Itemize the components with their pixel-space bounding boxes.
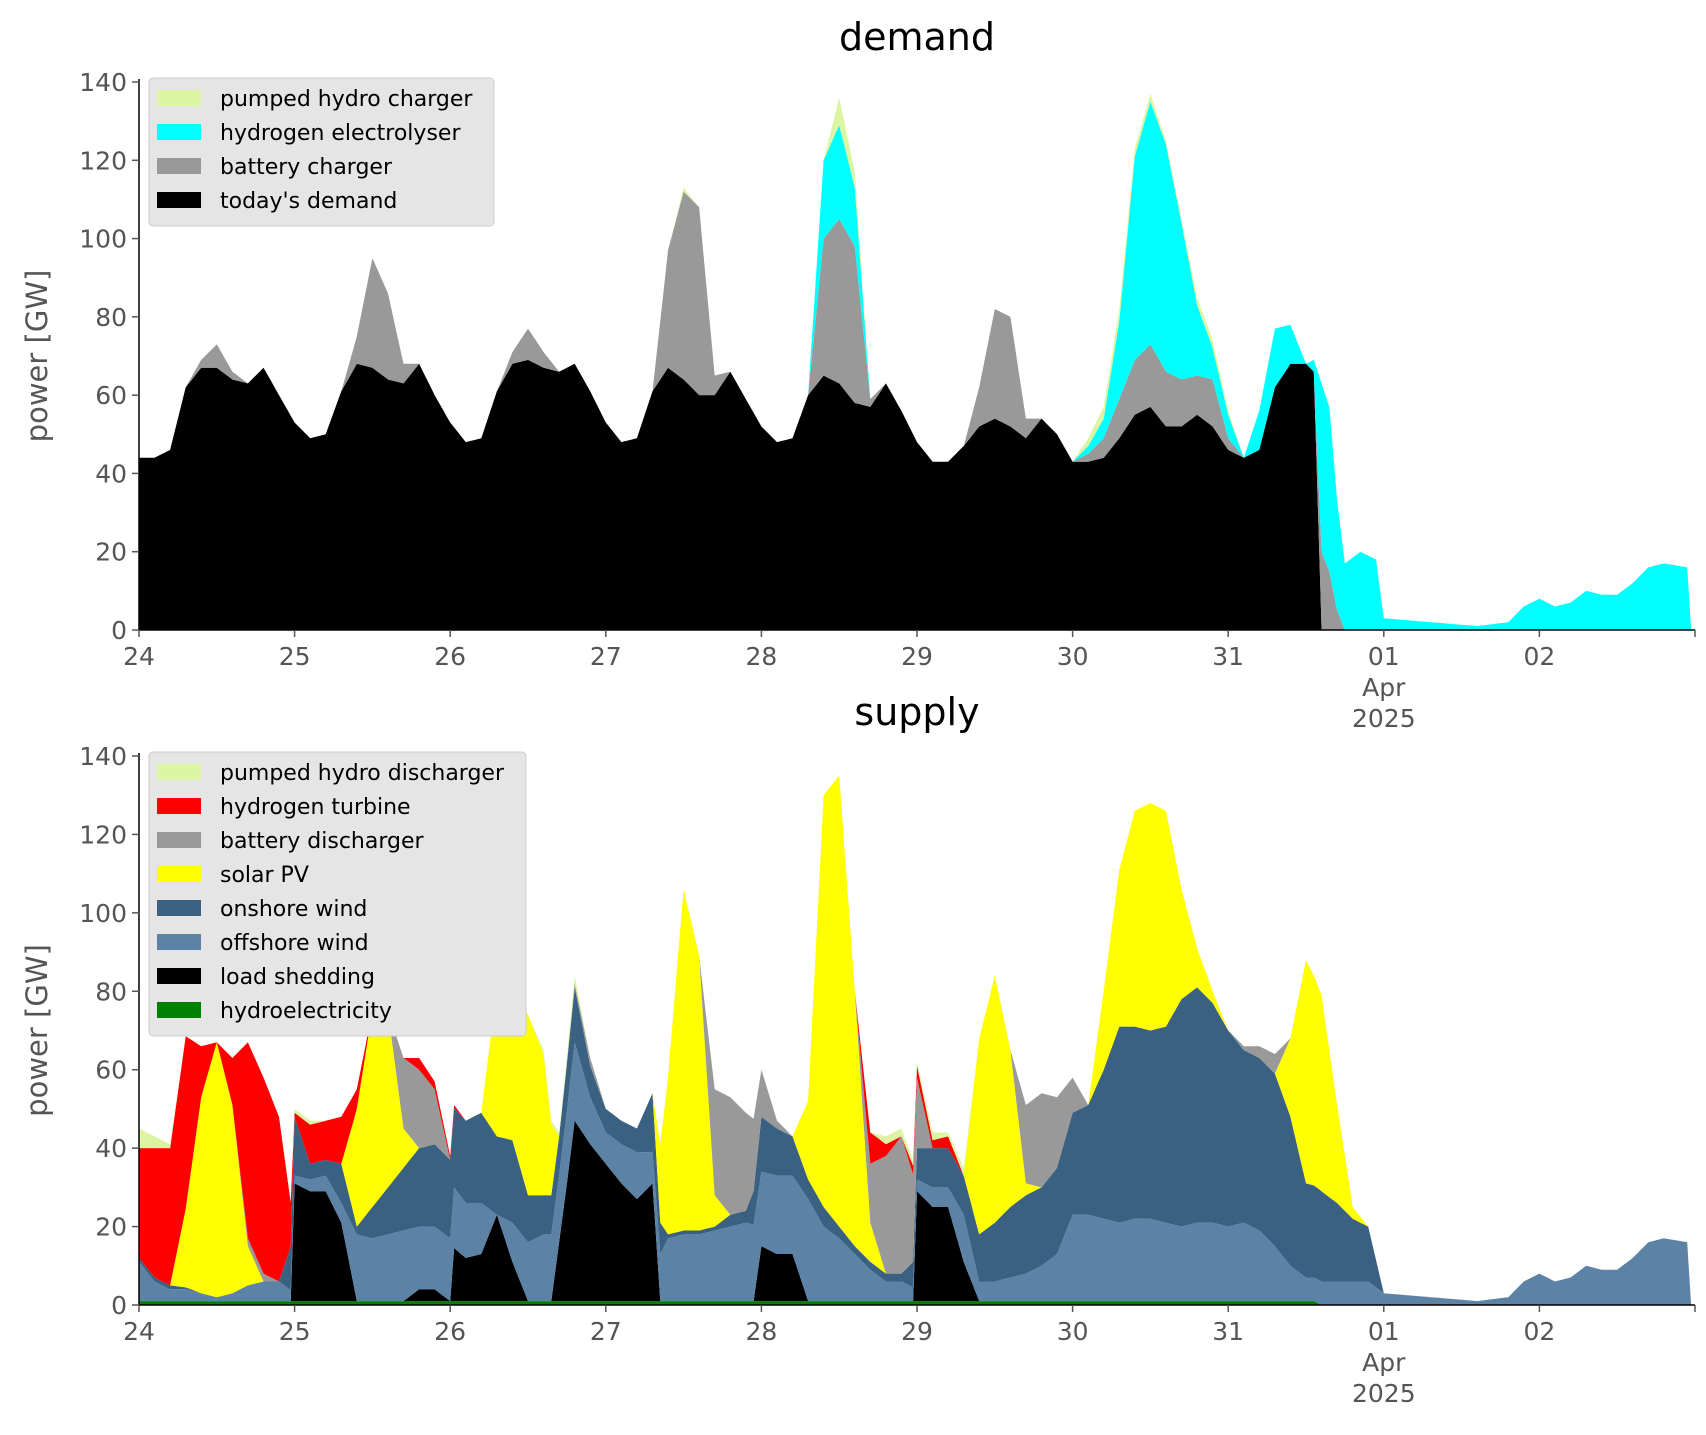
series-areas: [139, 93, 1695, 631]
y-tick-label: 20: [95, 538, 127, 567]
legend-swatch-today-s-demand: [157, 192, 201, 208]
y-tick-label: 80: [95, 977, 127, 1006]
legend-swatch-solar-pv: [157, 866, 201, 882]
x-tick-label: 02: [1523, 1317, 1555, 1346]
legend-label-load-shedding: load shedding: [220, 965, 375, 990]
x-tick-label: 29: [901, 1317, 933, 1346]
legend-label-solar-pv: solar PV: [220, 863, 309, 888]
x-tick-label-year: 2025: [1352, 1379, 1416, 1408]
y-tick-label: 140: [79, 742, 127, 771]
x-tick-label-year: 2025: [1352, 704, 1416, 733]
legend-label-battery-charger: battery charger: [220, 155, 393, 180]
series-area-today-s-demand: [139, 359, 1695, 630]
x-tick-label: 24: [123, 1317, 155, 1346]
y-tick-label: 20: [95, 1213, 127, 1242]
legend-swatch-offshore-wind: [157, 934, 201, 950]
x-tick-label: 31: [1212, 1317, 1244, 1346]
series-area-hydroelectricity: [139, 1301, 1695, 1305]
x-tick-label-month: Apr: [1362, 673, 1406, 702]
y-tick-label: 0: [111, 1291, 127, 1320]
y-tick-label: 60: [95, 1056, 127, 1085]
x-tick-label: 27: [590, 642, 622, 671]
series-area-load-shedding: [139, 1120, 1695, 1305]
legend-label-hydrogen-turbine: hydrogen turbine: [220, 795, 411, 820]
y-tick-label: 120: [79, 820, 127, 849]
x-tick-label: 01: [1368, 642, 1400, 671]
legend: pumped hydro charger hydrogen electrolyse…: [148, 77, 495, 227]
legend-label-pumped-hydro-charger: pumped hydro charger: [220, 87, 473, 112]
x-tick-label: 28: [745, 1317, 777, 1346]
legend-swatch-pumped-hydro-discharger: [157, 764, 201, 780]
legend-swatch-hydroelectricity: [157, 1002, 201, 1018]
y-axis-label: power [GW]: [20, 944, 54, 1117]
series-area-offshore-wind: [139, 1042, 1695, 1305]
legend-label-pumped-hydro-discharger: pumped hydro discharger: [220, 761, 505, 786]
x-tick-label: 02: [1523, 642, 1555, 671]
y-axis-label: power [GW]: [20, 270, 54, 443]
y-tick-label: 40: [95, 459, 127, 488]
x-tick-label: 24: [123, 642, 155, 671]
x-tick-label: 26: [434, 1317, 466, 1346]
y-tick-label: 0: [111, 616, 127, 645]
x-tick-label: 29: [901, 642, 933, 671]
chart-title: supply: [854, 690, 979, 734]
legend-box: [148, 77, 495, 227]
y-tick-label: 60: [95, 381, 127, 410]
legend-label-offshore-wind: offshore wind: [220, 931, 369, 956]
x-tick-label: 25: [279, 1317, 311, 1346]
y-tick-label: 80: [95, 303, 127, 332]
x-tick-label: 01: [1368, 1317, 1400, 1346]
series-area-solar-pv: [139, 775, 1695, 1305]
chart-title: demand: [839, 15, 995, 59]
legend-label-hydrogen-electrolyser: hydrogen electrolyser: [220, 121, 461, 146]
legend-swatch-pumped-hydro-charger: [157, 90, 201, 106]
x-tick-label: 26: [434, 642, 466, 671]
x-tick-label: 25: [279, 642, 311, 671]
y-tick-label: 40: [95, 1134, 127, 1163]
series-area-onshore-wind: [139, 987, 1695, 1305]
legend-swatch-battery-charger: [157, 158, 201, 174]
y-tick-label: 100: [79, 899, 127, 928]
legend-swatch-onshore-wind: [157, 900, 201, 916]
x-tick-label: 27: [590, 1317, 622, 1346]
series-areas: [139, 775, 1695, 1305]
legend-label-today-s-demand: today's demand: [220, 189, 397, 214]
legend-swatch-battery-discharger: [157, 832, 201, 848]
legend-swatch-load-shedding: [157, 968, 201, 984]
x-tick-label: 28: [745, 642, 777, 671]
y-tick-label: 100: [79, 225, 127, 254]
legend-box: [148, 751, 527, 1037]
legend-swatch-hydrogen-electrolyser: [157, 124, 201, 140]
x-tick-label-month: Apr: [1362, 1348, 1406, 1377]
legend-label-battery-discharger: battery discharger: [220, 829, 425, 854]
x-tick-label: 30: [1057, 642, 1089, 671]
legend-label-hydroelectricity: hydroelectricity: [220, 999, 392, 1024]
y-tick-label: 120: [79, 146, 127, 175]
y-tick-label: 140: [79, 68, 127, 97]
x-tick-label: 30: [1057, 1317, 1089, 1346]
legend-swatch-hydrogen-turbine: [157, 798, 201, 814]
legend: pumped hydro discharger hydrogen turbine b…: [148, 751, 527, 1037]
legend-label-onshore-wind: onshore wind: [220, 897, 367, 922]
x-tick-label: 31: [1212, 642, 1244, 671]
